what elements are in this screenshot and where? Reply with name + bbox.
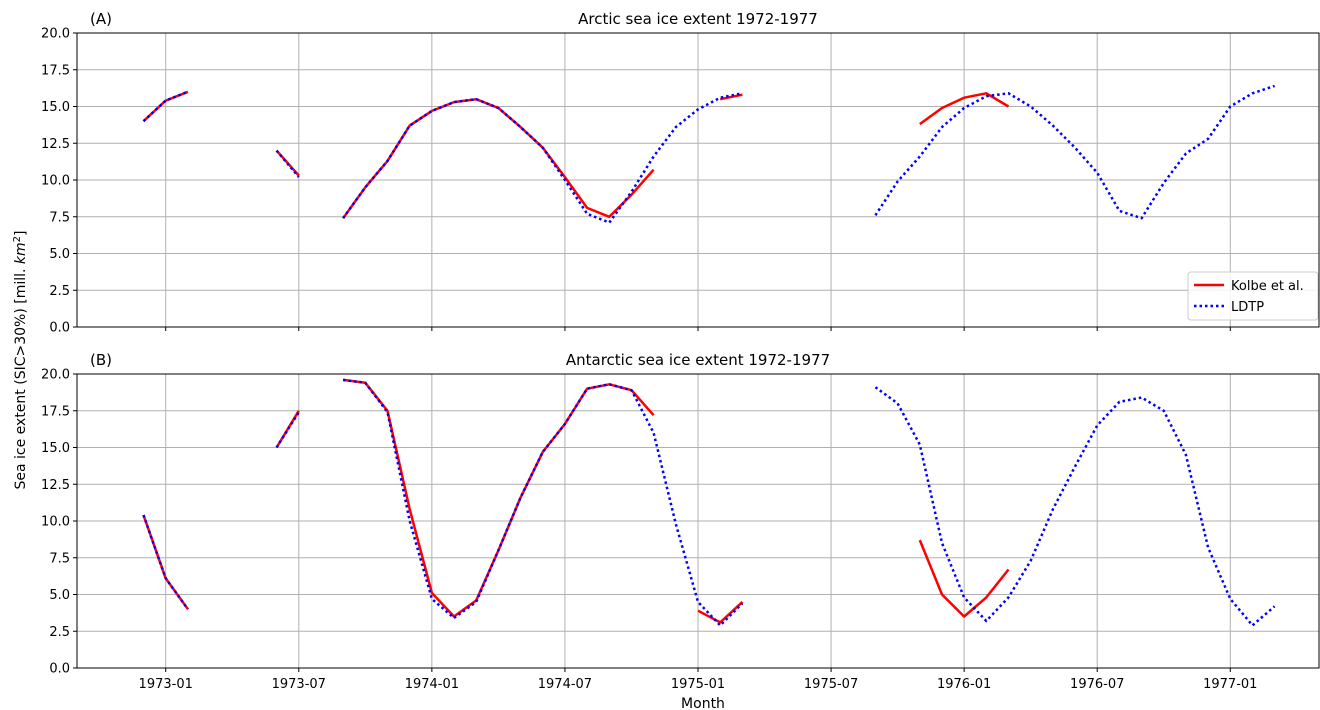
y-tick-label: 5.0 <box>49 247 70 262</box>
x-ticks-b: 1973-01 1973-07 1974-01 1974-07 1975-01 1975-… <box>139 668 1257 692</box>
y-tick-label: 7.5 <box>49 210 70 225</box>
x-tick-label: 1974-01 <box>405 677 459 692</box>
y-tick-label: 7.5 <box>49 551 70 566</box>
y-tick-label: 17.5 <box>41 404 70 419</box>
y-tick-label: 12.5 <box>41 137 70 152</box>
series-line-kolbe-et-al <box>697 600 744 624</box>
y-ticks-a: 0.0 2.5 5.0 7.5 10.0 12.5 15.0 17.5 20.0 <box>41 27 77 336</box>
series-line-ldtp <box>142 514 189 610</box>
y-axis-label-close: ] <box>13 230 29 235</box>
series-line-kolbe-et-al <box>342 97 655 219</box>
x-axis-label: Month <box>681 696 725 710</box>
panel-antarctic: 0.0 2.5 5.0 7.5 10.0 12.5 15.0 17.5 20.0 1973-01… <box>41 351 1320 692</box>
y-tick-label: 15.0 <box>41 441 70 456</box>
y-tick-label: 0.0 <box>49 321 70 336</box>
series-line-ldtp <box>275 149 300 178</box>
y-tick-label: 20.0 <box>41 368 70 383</box>
y-tick-label: 0.0 <box>49 662 70 677</box>
y-tick-label: 10.0 <box>41 174 70 189</box>
y-axis-label-unit: km <box>13 242 29 264</box>
panel-label-b: (B) <box>90 351 112 369</box>
x-tick-label: 1975-07 <box>804 677 858 692</box>
y-tick-label: 17.5 <box>41 63 70 78</box>
grid-b <box>77 373 1319 669</box>
panel-label-a: (A) <box>90 10 112 28</box>
series-line-kolbe-et-al <box>918 539 1010 618</box>
series-line-ldtp <box>142 90 189 123</box>
y-tick-label: 10.0 <box>41 515 70 530</box>
series-group-b <box>142 378 1276 627</box>
legend-label-kolbe: Kolbe et al. <box>1231 279 1304 294</box>
series-line-ldtp <box>874 386 1276 627</box>
series-line-kolbe-et-al <box>342 378 655 618</box>
series-line-ldtp <box>342 92 743 224</box>
x-ticks-a <box>165 327 1231 331</box>
y-ticks-b: 0.0 2.5 5.0 7.5 10.0 12.5 15.0 17.5 20.0 <box>41 368 77 677</box>
x-tick-label: 1973-01 <box>139 677 193 692</box>
series-line-ldtp <box>874 84 1275 220</box>
legend-label-ldtp: LDTP <box>1231 300 1264 315</box>
y-tick-label: 20.0 <box>41 27 70 42</box>
x-tick-label: 1973-07 <box>272 677 326 692</box>
y-tick-label: 5.0 <box>49 588 70 603</box>
y-tick-label: 12.5 <box>41 478 70 493</box>
x-tick-label: 1976-01 <box>937 677 991 692</box>
y-axis-label: Sea ice extent (SIC>30%) [mill. km2] <box>12 230 30 489</box>
panel-arctic: 0.0 2.5 5.0 7.5 10.0 12.5 15.0 17.5 20.0 Arctic … <box>41 10 1320 336</box>
legend: Kolbe et al. LDTP <box>1187 271 1319 321</box>
y-axis-label-exponent: 2 <box>12 236 23 242</box>
chart-title-arctic: Arctic sea ice extent 1972-1977 <box>578 10 818 28</box>
x-tick-label: 1975-01 <box>671 677 725 692</box>
x-tick-label: 1974-07 <box>538 677 592 692</box>
series-line-kolbe-et-al <box>719 93 743 101</box>
y-axis-label-text: Sea ice extent (SIC>30%) [mill. <box>13 264 29 489</box>
grid-a <box>77 32 1319 328</box>
y-tick-label: 2.5 <box>49 625 70 640</box>
x-tick-label: 1977-01 <box>1203 677 1257 692</box>
series-line-ldtp <box>275 411 300 449</box>
y-tick-label: 15.0 <box>41 100 70 115</box>
y-tick-label: 2.5 <box>49 284 70 299</box>
series-line-kolbe-et-al <box>919 92 1010 126</box>
series-line-ldtp <box>342 378 744 627</box>
chart-title-antarctic: Antarctic sea ice extent 1972-1977 <box>566 351 830 369</box>
x-tick-label: 1976-07 <box>1070 677 1124 692</box>
series-group-a <box>142 84 1275 224</box>
